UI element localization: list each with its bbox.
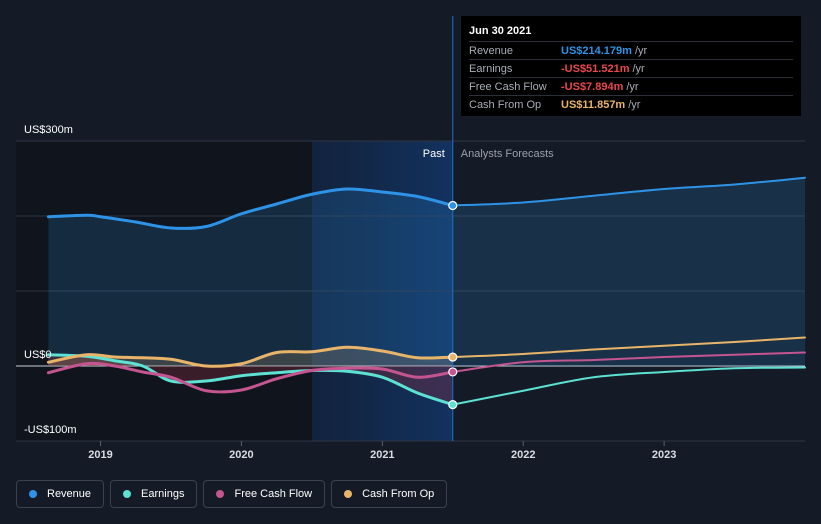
legend-dot-icon [344,490,353,498]
fcf-line-past [46,361,455,394]
legend: Revenue Earnings Free Cash Flow Cash Fro… [16,480,448,508]
fcf-marker [448,367,458,377]
tooltip-value: -US$7.894m [561,80,624,93]
legend-item-free-cash-flow[interactable]: Free Cash Flow [203,480,326,508]
tooltip-unit: /yr [634,44,648,57]
tooltip-label: Cash From Op [469,98,542,111]
legend-item-revenue[interactable]: Revenue [16,480,105,508]
legend-dot-icon [29,490,37,498]
legend-item-earnings[interactable]: Earnings [110,480,198,508]
x-tick-label: 2019 [88,449,112,461]
tooltip-unit: /yr [632,62,645,75]
revenue-line-forecast [451,176,806,207]
legend-label: Cash From Op [362,488,435,500]
tooltip-row-cash-from-op: Cash From Op US$11.857m /yr [469,95,793,113]
tooltip-label: Revenue [469,44,514,57]
earnings-line-past [46,353,455,407]
legend-label: Free Cash Flow [234,488,313,500]
tooltip-row-earnings: Earnings -US$51.521m /yr [469,59,793,77]
legend-label: Revenue [47,488,92,500]
legend-item-cash-from-op[interactable]: Cash From Op [331,480,448,508]
cfo-line-forecast [451,336,806,359]
y-tick-label: -US$100m [24,424,77,436]
legend-label: Earnings [141,488,185,500]
tooltip-date: Jun 30 2021 [469,25,532,37]
tooltip-value: -US$51.521m [561,62,630,75]
x-tick-label: 2020 [229,449,253,461]
legend-dot-icon [123,490,132,498]
revenue-marker [448,200,458,211]
past-label: Past [423,148,445,160]
x-tick-label: 2023 [652,449,676,461]
earnings-marker [448,400,458,410]
tooltip-value: US$214.179m [561,44,632,57]
x-tick-label: 2022 [511,449,535,461]
tooltip-unit: /yr [626,80,639,93]
forecast-label: Analysts Forecasts [461,148,554,160]
cfo-line-past [46,345,455,368]
gridlines [16,140,805,442]
y-tick-label: US$300m [24,124,73,136]
y-tick-label: US$0 [24,349,52,361]
series-lines [46,176,806,407]
tooltip: Jun 30 2021 Revenue US$214.179m /yr Earn… [461,16,801,116]
highlight-markers [448,16,458,441]
revenue-area [48,177,806,366]
tooltip-value: US$11.857m [561,98,626,111]
legend-dot-icon [216,490,225,498]
cash-from-op-area [48,347,453,367]
cfo-marker [448,352,458,362]
x-tick-label: 2021 [370,449,394,461]
tooltip-row-free-cash-flow: Free Cash Flow -US$7.894m /yr [469,77,793,95]
tooltip-unit: /yr [628,98,641,111]
fcf-line-forecast [451,351,806,373]
tooltip-row-revenue: Revenue US$214.179m /yr [469,41,793,59]
tooltip-label: Free Cash Flow [469,80,547,93]
earnings-line-forecast [451,366,806,406]
axis-labels: US$300m US$0 -US$100m 2019 2020 2021 2022 2023 P… [24,124,676,461]
tooltip-label: Earnings [469,62,513,75]
revenue-line-past [46,187,455,230]
